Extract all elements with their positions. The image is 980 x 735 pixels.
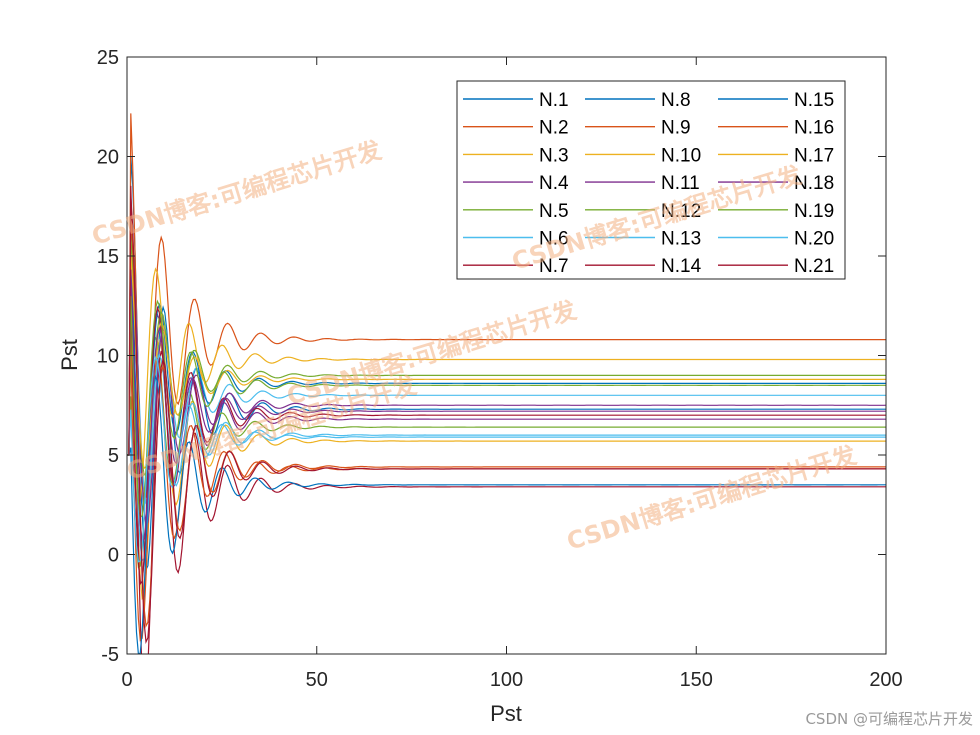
series-line-n14 bbox=[127, 301, 886, 586]
series-line-n18 bbox=[127, 269, 886, 543]
series-line-n17 bbox=[127, 254, 886, 470]
credit-text: CSDN @可编程芯片开发 bbox=[805, 710, 973, 728]
legend-label: N.8 bbox=[661, 90, 691, 111]
series-line-n10 bbox=[127, 267, 886, 503]
legend-label: N.1 bbox=[539, 90, 569, 111]
x-axis-label: Pst bbox=[490, 701, 522, 726]
y-tick-label: 20 bbox=[97, 147, 119, 169]
legend-label: N.13 bbox=[661, 229, 701, 250]
y-tick-label: -5 bbox=[101, 644, 119, 666]
legend-box bbox=[456, 80, 846, 280]
series-line-n7 bbox=[127, 185, 886, 654]
legend-label: N.10 bbox=[661, 145, 701, 166]
series-line-n1 bbox=[127, 156, 886, 572]
legend-label: N.20 bbox=[794, 229, 834, 250]
legend-label: N.14 bbox=[661, 256, 702, 277]
series-line-n16 bbox=[127, 216, 886, 628]
legend-label: N.18 bbox=[794, 173, 834, 194]
series-line-n11 bbox=[127, 216, 886, 527]
legend-label: N.3 bbox=[539, 145, 569, 166]
x-tick-label: 150 bbox=[680, 669, 713, 691]
legend-label: N.16 bbox=[794, 118, 834, 139]
series-line-n21 bbox=[127, 196, 886, 644]
legend-label: N.2 bbox=[539, 118, 569, 139]
y-tick-label: 0 bbox=[108, 545, 119, 567]
series-line-n2 bbox=[127, 113, 886, 502]
y-tick-label: 5 bbox=[108, 445, 119, 467]
legend-label: N.15 bbox=[794, 90, 834, 111]
series-line-n15 bbox=[127, 374, 886, 654]
x-tick-label: 0 bbox=[121, 669, 132, 691]
legend: N.1 N.2 N.3 N.4 N.5 N.6 N.7 N.8 N.9 N.10 N.11 N.12 N… bbox=[456, 80, 846, 280]
series-line-n12 bbox=[127, 235, 886, 477]
legend-label: N.11 bbox=[661, 173, 700, 194]
x-tick-label: 50 bbox=[306, 669, 328, 691]
series-layer bbox=[127, 113, 886, 654]
legend-label: N.9 bbox=[661, 118, 691, 139]
series-line-n5 bbox=[127, 335, 886, 569]
y-tick-label: 25 bbox=[97, 47, 119, 69]
legend-label: N.7 bbox=[539, 256, 569, 277]
x-tick-label: 100 bbox=[490, 669, 523, 691]
series-line-n4 bbox=[127, 308, 886, 585]
legend-label: N.19 bbox=[794, 201, 834, 222]
legend-label: N.21 bbox=[794, 256, 834, 277]
y-tick-label: 10 bbox=[97, 346, 119, 368]
legend-label: N.12 bbox=[661, 201, 701, 222]
legend-label: N.4 bbox=[539, 173, 569, 194]
series-line-n19 bbox=[127, 296, 886, 519]
legend-label: N.6 bbox=[539, 229, 569, 250]
y-tick-label: 15 bbox=[97, 246, 119, 268]
series-line-n6 bbox=[127, 226, 886, 504]
series-line-n20 bbox=[127, 355, 886, 563]
legend-label: N.17 bbox=[794, 145, 834, 166]
series-line-n3 bbox=[127, 269, 886, 601]
legend-label: N.5 bbox=[539, 201, 569, 222]
y-axis-label: Pst bbox=[57, 339, 82, 371]
x-tick-label: 200 bbox=[869, 669, 902, 691]
